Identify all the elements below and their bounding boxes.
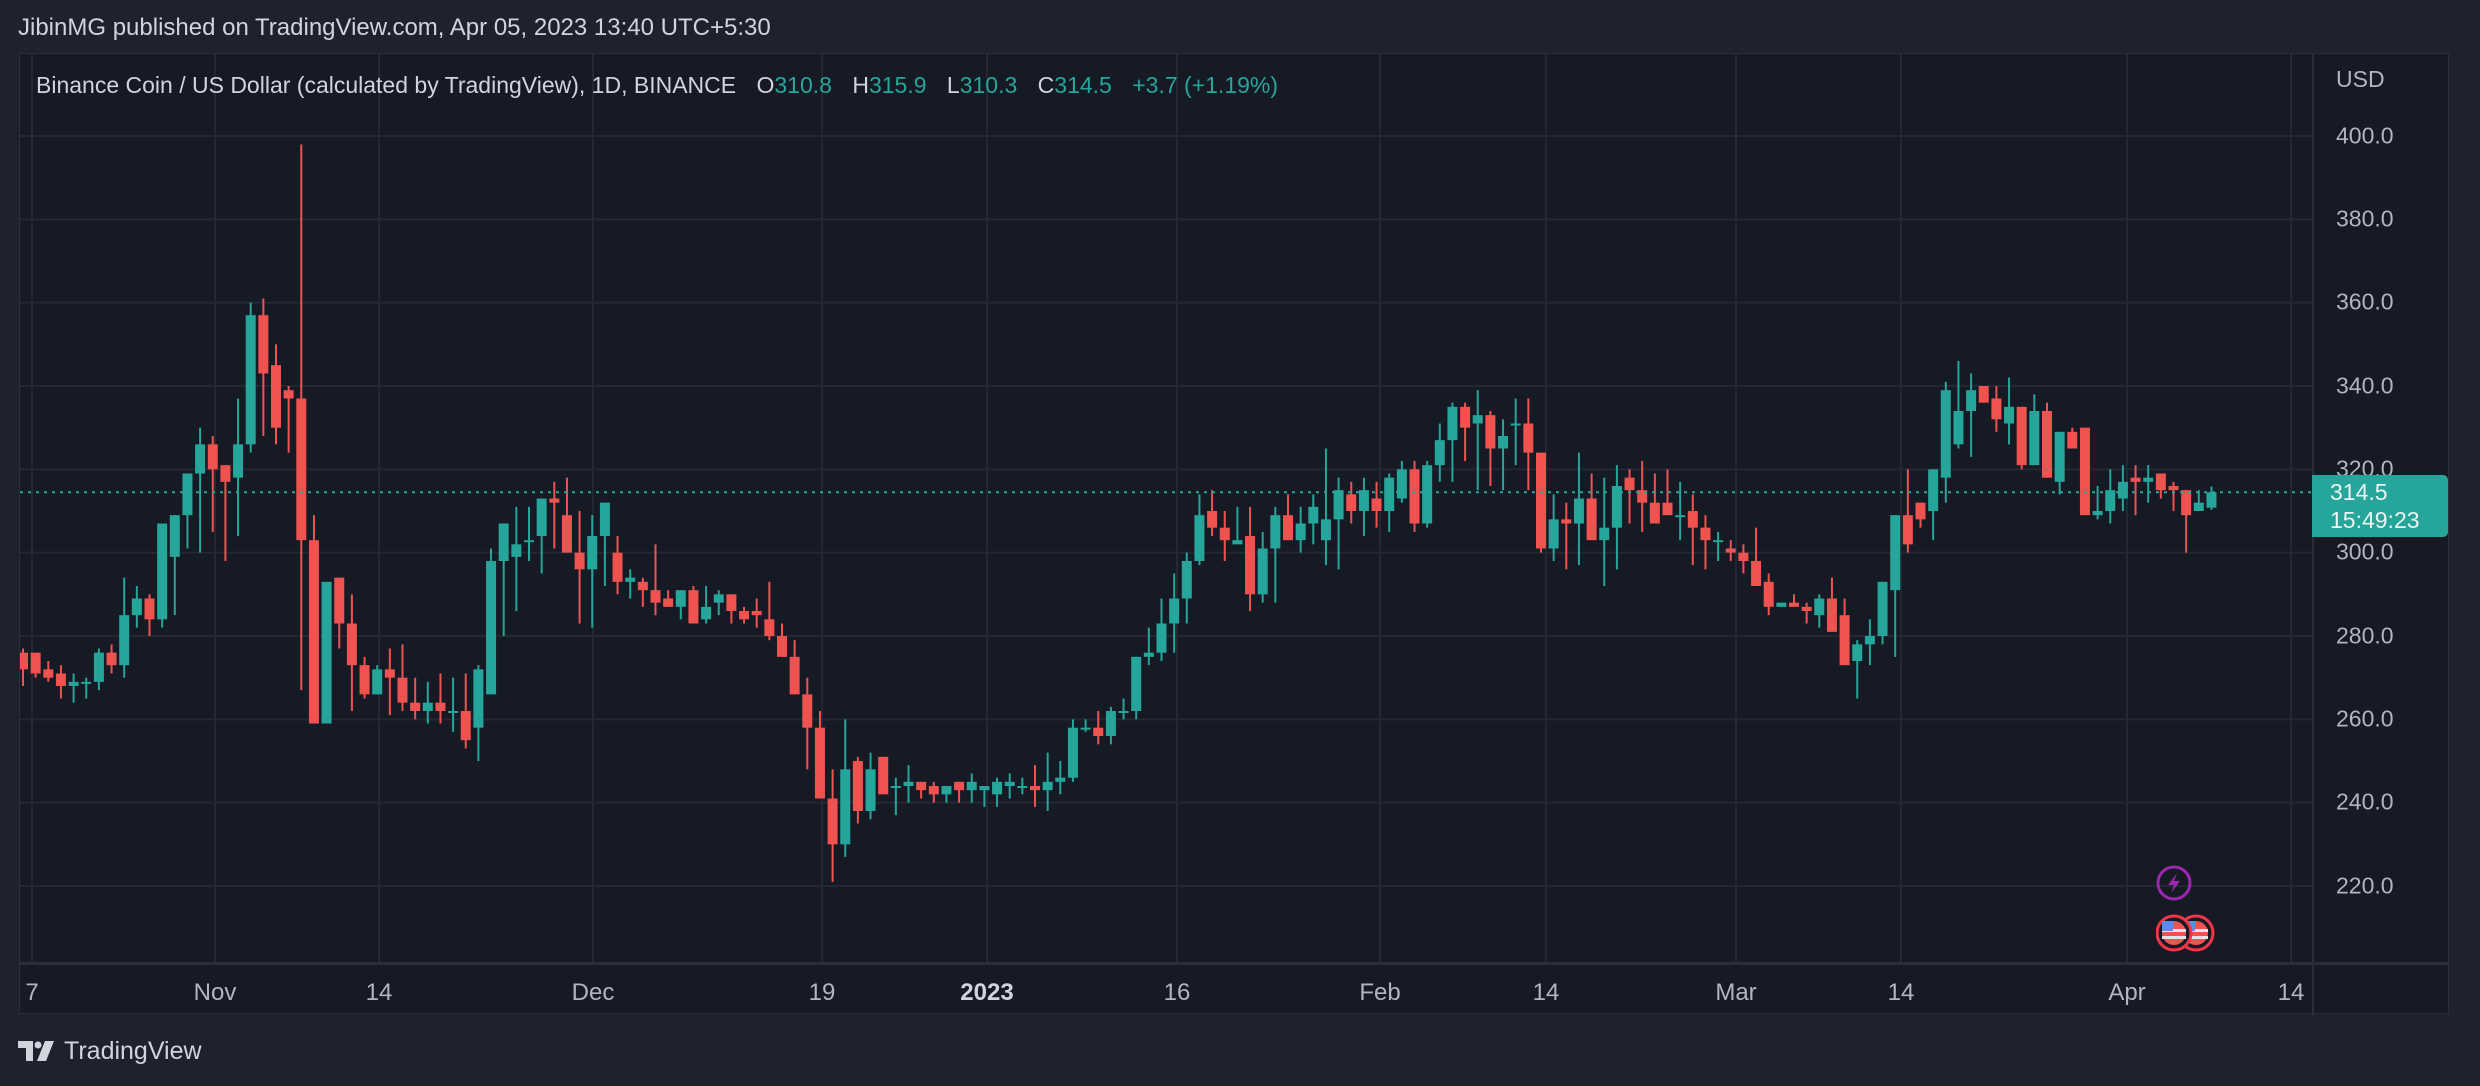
price-tick: 340.0 xyxy=(2336,372,2394,399)
low-value: 310.3 xyxy=(959,72,1018,98)
axis-corner-separator xyxy=(2312,965,2314,1016)
high-value: 315.9 xyxy=(868,72,927,98)
price-tick: 280.0 xyxy=(2336,622,2394,649)
time-tick: 14 xyxy=(1887,979,1915,1006)
price-tick: 300.0 xyxy=(2336,538,2394,565)
time-tick: Mar xyxy=(1715,979,1757,1006)
chart-plot-area[interactable]: Binance Coin / US Dollar (calculated by … xyxy=(20,54,2312,962)
tradingview-logo-icon xyxy=(18,1040,54,1061)
time-axis[interactable]: 7 Nov 14 Dec 19 2023 16 Feb 14 Mar 14 Apr 14 xyxy=(20,962,2448,1016)
time-tick: 19 xyxy=(808,979,836,1006)
price-tick: 240.0 xyxy=(2336,788,2394,815)
publish-info: JibinMG published on TradingView.com, Ap… xyxy=(18,14,771,41)
time-tick: Feb xyxy=(1359,979,1401,1006)
high-label: H xyxy=(852,72,869,98)
candlestick-chart xyxy=(20,54,2312,962)
last-price-value: 314.5 xyxy=(2330,479,2388,505)
close-value: 314.5 xyxy=(1054,72,1112,98)
change-value: +3.7 (+1.19%) xyxy=(1132,72,1279,98)
time-tick: Dec xyxy=(571,979,615,1006)
time-tick: 16 xyxy=(1163,979,1191,1006)
price-tick: 360.0 xyxy=(2336,288,2394,315)
price-tick: 380.0 xyxy=(2336,205,2394,232)
price-tick: 260.0 xyxy=(2336,705,2394,732)
time-tick: 7 xyxy=(25,979,39,1006)
symbol-legend: Binance Coin / US Dollar (calculated by … xyxy=(36,72,1278,99)
last-price-label: 314.5 15:49:23 xyxy=(2312,475,2448,537)
time-tick: Apr xyxy=(2108,979,2146,1006)
time-tick: 14 xyxy=(2277,979,2305,1006)
tradingview-brand[interactable]: TradingView xyxy=(18,1037,202,1066)
chart-frame: Binance Coin / US Dollar (calculated by … xyxy=(19,53,2449,1016)
bar-countdown: 15:49:23 xyxy=(2330,507,2420,533)
time-tick: 14 xyxy=(365,979,393,1006)
low-label: L xyxy=(946,72,960,98)
brand-name: TradingView xyxy=(64,1037,202,1065)
price-axis[interactable]: USD 400.0 380.0 360.0 340.0 320.0 300.0 … xyxy=(2312,54,2448,962)
us-flag-event-icon[interactable] xyxy=(2156,913,2216,953)
time-tick: Nov xyxy=(193,979,237,1006)
price-tick: 220.0 xyxy=(2336,872,2394,899)
open-label: O xyxy=(756,72,775,98)
time-tick: 14 xyxy=(1532,979,1560,1006)
time-tick: 2023 xyxy=(960,979,1014,1006)
currency-label[interactable]: USD xyxy=(2336,66,2385,92)
symbol-title[interactable]: Binance Coin / US Dollar (calculated by … xyxy=(36,72,737,98)
price-tick: 400.0 xyxy=(2336,122,2394,149)
lightning-event-icon[interactable] xyxy=(2156,865,2192,901)
open-value: 310.8 xyxy=(774,72,832,98)
close-label: C xyxy=(1037,72,1055,98)
